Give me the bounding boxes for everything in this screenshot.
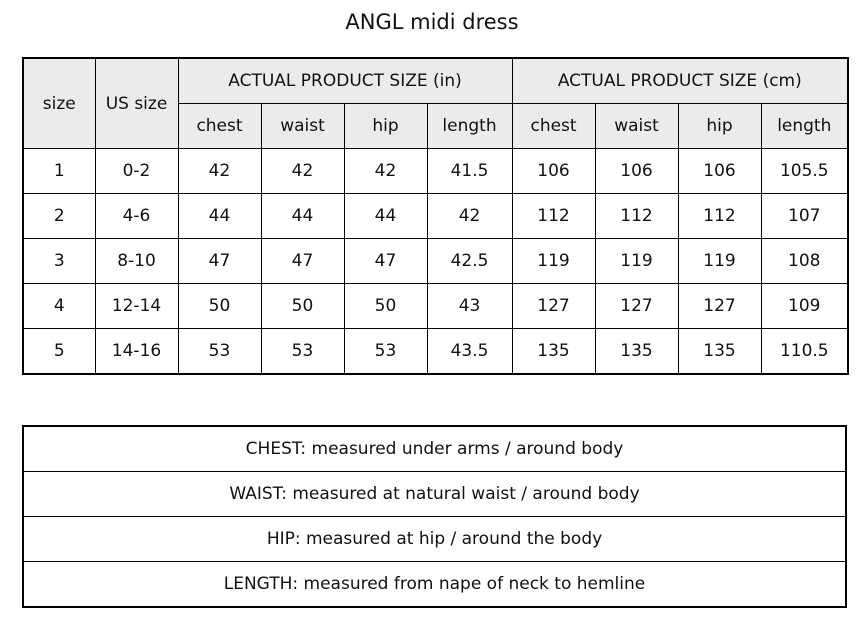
table-cell: 127 <box>511 283 596 329</box>
subheader-cell: chest <box>177 103 262 149</box>
note-row: CHEST: measured under arms / around body <box>22 425 847 472</box>
table-cell: 53 <box>177 328 262 375</box>
subheader-cell: waist <box>594 103 679 149</box>
table-cell: 106 <box>677 148 762 194</box>
subheader-cell: waist <box>260 103 345 149</box>
note-row: WAIST: measured at natural waist / aroun… <box>22 471 847 517</box>
table-cell: 14-16 <box>94 328 179 375</box>
table-cell: 119 <box>511 238 596 284</box>
measurement-notes-table: CHEST: measured under arms / around body… <box>22 425 847 608</box>
table-cell: 44 <box>260 193 345 239</box>
note-text: LENGTH: measured from nape of neck to he… <box>22 561 847 608</box>
note-row: HIP: measured at hip / around the body <box>22 516 847 562</box>
table-row: 3 8-10 47 47 47 42.5 119 119 119 108 <box>22 238 849 284</box>
note-text: CHEST: measured under arms / around body <box>22 425 847 472</box>
table-cell: 50 <box>177 283 262 329</box>
header-group-in: ACTUAL PRODUCT SIZE (in) <box>177 57 513 104</box>
table-cell: 41.5 <box>426 148 513 194</box>
table-cell: 5 <box>22 328 96 375</box>
table-cell: 0-2 <box>94 148 179 194</box>
table-cell: 47 <box>343 238 428 284</box>
subheader-cell: hip <box>677 103 762 149</box>
table-cell: 50 <box>343 283 428 329</box>
table-cell: 43 <box>426 283 513 329</box>
table-row: 4 12-14 50 50 50 43 127 127 127 109 <box>22 283 849 329</box>
subheader-cell: hip <box>343 103 428 149</box>
table-cell: 106 <box>594 148 679 194</box>
table-cell: 53 <box>343 328 428 375</box>
table-cell: 2 <box>22 193 96 239</box>
table-cell: 53 <box>260 328 345 375</box>
table-cell: 47 <box>177 238 262 284</box>
table-cell: 106 <box>511 148 596 194</box>
table-cell: 112 <box>511 193 596 239</box>
table-cell: 44 <box>343 193 428 239</box>
table-cell: 108 <box>760 238 849 284</box>
table-cell: 109 <box>760 283 849 329</box>
table-cell: 135 <box>594 328 679 375</box>
table-cell: 135 <box>677 328 762 375</box>
table-cell: 42 <box>343 148 428 194</box>
subheader-cell: length <box>760 103 849 149</box>
table-cell: 42 <box>177 148 262 194</box>
table-cell: 8-10 <box>94 238 179 284</box>
note-text: WAIST: measured at natural waist / aroun… <box>22 471 847 517</box>
table-cell: 3 <box>22 238 96 284</box>
table-cell: 105.5 <box>760 148 849 194</box>
header-size: size <box>22 57 96 149</box>
table-cell: 47 <box>260 238 345 284</box>
table-cell: 4-6 <box>94 193 179 239</box>
table-cell: 4 <box>22 283 96 329</box>
table-cell: 119 <box>677 238 762 284</box>
table-cell: 127 <box>594 283 679 329</box>
table-cell: 119 <box>594 238 679 284</box>
table-cell: 135 <box>511 328 596 375</box>
table-cell: 112 <box>677 193 762 239</box>
page-title: ANGL midi dress <box>345 10 519 34</box>
table-row: 5 14-16 53 53 53 43.5 135 135 135 110.5 <box>22 328 849 375</box>
header-group-cm: ACTUAL PRODUCT SIZE (cm) <box>511 57 849 104</box>
table-row: 2 4-6 44 44 44 42 112 112 112 107 <box>22 193 849 239</box>
note-row: LENGTH: measured from nape of neck to he… <box>22 561 847 608</box>
subheader-cell: length <box>426 103 513 149</box>
table-cell: 127 <box>677 283 762 329</box>
table-cell: 12-14 <box>94 283 179 329</box>
subheader-cell: chest <box>511 103 596 149</box>
table-cell: 112 <box>594 193 679 239</box>
header-us-size: US size <box>94 57 179 149</box>
table-cell: 42 <box>260 148 345 194</box>
size-chart-table: size US size ACTUAL PRODUCT SIZE (in) AC… <box>22 57 850 375</box>
note-text: HIP: measured at hip / around the body <box>22 516 847 562</box>
table-cell: 42 <box>426 193 513 239</box>
table-cell: 50 <box>260 283 345 329</box>
table-cell: 1 <box>22 148 96 194</box>
table-cell: 110.5 <box>760 328 849 375</box>
table-row: 1 0-2 42 42 42 41.5 106 106 106 105.5 <box>22 148 849 194</box>
table-cell: 44 <box>177 193 262 239</box>
table-cell: 42.5 <box>426 238 513 284</box>
table-cell: 43.5 <box>426 328 513 375</box>
table-cell: 107 <box>760 193 849 239</box>
